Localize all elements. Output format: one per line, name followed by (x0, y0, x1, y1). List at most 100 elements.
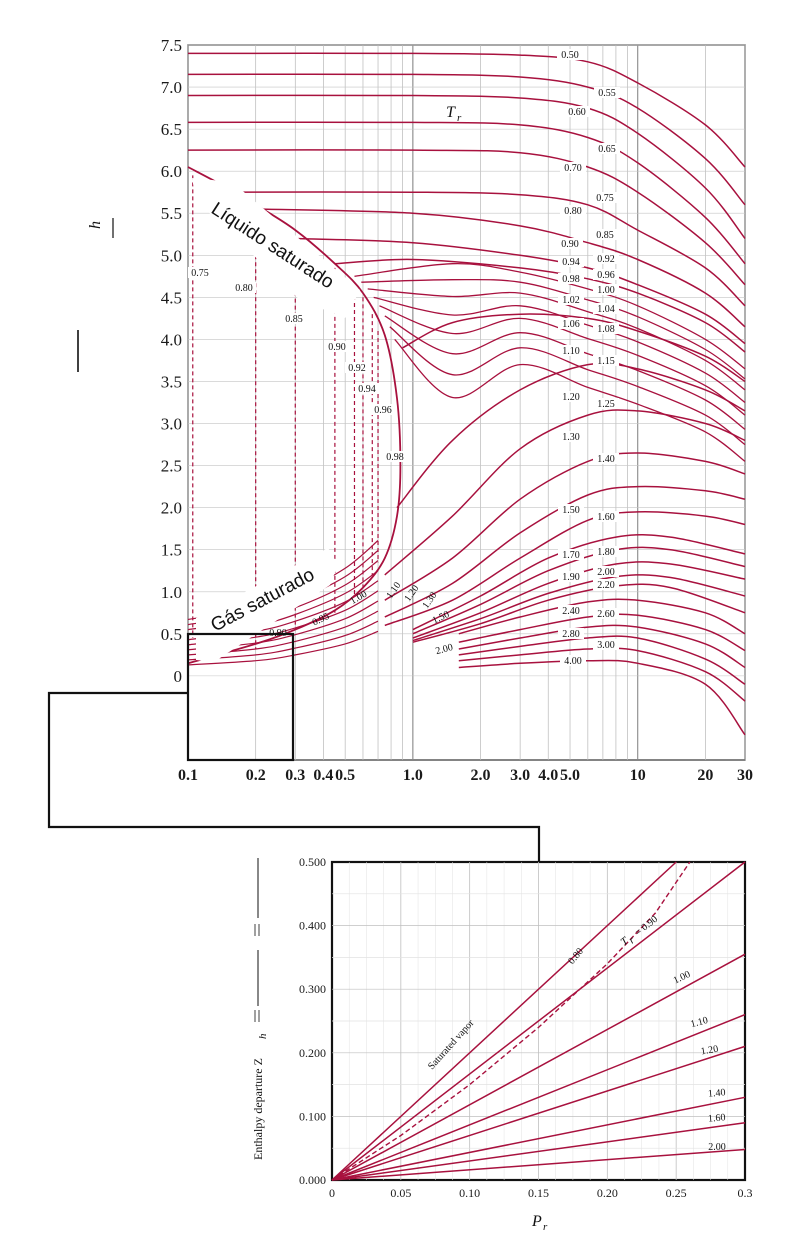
y-tick-label: 0.5 (161, 625, 182, 644)
annotation-bg (192, 178, 360, 318)
label-bg (282, 313, 306, 324)
inset-y-tick-label: 0.000 (299, 1173, 326, 1187)
isotherm-dense (373, 296, 746, 404)
isotherm-label-1.10: 1.10 (562, 346, 580, 357)
label-bg (593, 398, 619, 409)
isotherm-label-0.70: 0.70 (564, 163, 582, 174)
isotherm-label-1.02: 1.02 (562, 295, 580, 306)
inset-isotherm-2.00 (331, 1148, 746, 1181)
isotherm-label-1.70: 1.70 (562, 550, 580, 561)
inset-y-ticks: 0.000 0.100 0.200 0.300 0.400 0.500 (299, 855, 326, 1187)
y-tick-label: 1.0 (161, 583, 182, 602)
dome-label-0.92: 0.92 (348, 363, 366, 374)
isotherm-0.75 (213, 191, 746, 307)
y-tick-label: 4.0 (161, 330, 182, 349)
zoom-box (186, 632, 295, 762)
label-bg (594, 143, 620, 154)
inset-x-tick-label: 0 (329, 1186, 335, 1200)
isotherm-1.10 (396, 362, 746, 509)
inset-isotherm-0.90 (331, 861, 746, 1181)
inset-x-tick-label: 0.25 (666, 1186, 687, 1200)
dome-label-0.96: 0.96 (374, 405, 392, 416)
isotherm-0.60 (187, 94, 746, 239)
zoom-connector (47, 691, 541, 862)
y-tick-label: 0 (174, 667, 183, 686)
isotherm-label-1.25: 1.25 (597, 399, 615, 410)
label-bg (345, 362, 369, 373)
x-tick-label: 0.4 (313, 767, 333, 784)
main-chart: 7.5 7.0 6.5 6.0 5.5 5.0 4.5 4.0 3.5 3.0 2.5 2.0 1.5 1… (77, 36, 753, 784)
label-bg (560, 655, 586, 666)
x-tick-label: 5.0 (560, 767, 580, 784)
label-bg (325, 341, 349, 352)
label-bg (560, 205, 586, 216)
inset-xlabel-sub: r (543, 1221, 548, 1233)
isotherm-dense (379, 305, 746, 416)
isotherm-label-0.96: 0.96 (597, 270, 615, 281)
isotherm-1.40 (384, 485, 746, 618)
isotherm-label-0.80: 0.80 (564, 206, 582, 217)
label-bg (592, 192, 618, 203)
inset-chart: 0 0.05 0.10 0.15 0.20 0.25 0.30.0000.1000.2000… (251, 855, 753, 1233)
label-bg (558, 391, 584, 402)
label-bg (232, 282, 256, 293)
label-bg (558, 273, 584, 284)
isotherm-label-1.20: 1.20 (562, 392, 580, 403)
label-bg (558, 318, 584, 329)
label-bg (557, 238, 583, 249)
dome-label-0.90: 0.90 (328, 342, 346, 353)
x-tick-label: 3.0 (510, 767, 530, 784)
isotherm-1.00 (402, 313, 746, 383)
isotherm-label-1.90: 1.90 (562, 572, 580, 583)
isotherm-dense (367, 288, 746, 391)
inset-label-2.00: 2.00 (708, 1142, 726, 1153)
isotherm-label-1.80: 1.80 (597, 547, 615, 558)
inset-x-tick-label: 0.3 (738, 1186, 753, 1200)
isotherm-0.70 (187, 149, 746, 286)
isotherm-label-1.40: 1.40 (597, 454, 615, 465)
isotherm-2.00 (412, 583, 746, 643)
label-bg (593, 511, 619, 522)
label-bg (558, 431, 584, 442)
inset-label-1.60: 1.60 (708, 1112, 726, 1124)
isotherm-dense (354, 263, 746, 370)
isotherm-0.65 (187, 121, 746, 265)
label-bg (558, 605, 584, 616)
inset-isotherm-0.80 (331, 861, 677, 1181)
label-bg (558, 628, 584, 639)
isotherm-1.20 (384, 409, 746, 576)
label-bg (593, 303, 619, 314)
x-tick-label: 20 (697, 767, 713, 784)
inset-ylabel-sub: h (257, 1033, 269, 1039)
vapor-label-2.00: 2.00 (434, 642, 454, 657)
isotherm-dense (389, 326, 746, 446)
inset-x-ticks: 0 0.05 0.10 0.15 0.20 0.25 0.3 (329, 1186, 753, 1200)
main-x-ticks: 0.1 0.2 0.3 0.4 0.5 1.0 2.0 3.0 4.0 5.0 10 20 30 (178, 767, 753, 784)
label-bg (188, 267, 212, 278)
isotherm-label-2.60: 2.60 (597, 609, 615, 620)
inset-isotherm-1.10 (331, 1013, 746, 1181)
isotherm-2.20 (458, 598, 746, 635)
label-bg (560, 162, 586, 173)
dome-label-0.75: 0.75 (191, 268, 209, 279)
inset-x-tick-label: 0.20 (597, 1186, 618, 1200)
label-bg (593, 323, 619, 334)
isotherm-label-0.65: 0.65 (598, 144, 616, 155)
y-tick-label: 2.0 (161, 499, 182, 518)
isotherm-label-4.00: 4.00 (564, 656, 582, 667)
inset-xlabel: P (531, 1213, 542, 1230)
label-bg (593, 355, 619, 366)
isotherm-dense (361, 278, 746, 380)
inset-isotherm-1.20 (331, 1045, 746, 1181)
label-bg (594, 87, 620, 98)
isotherm-label-1.08: 1.08 (597, 324, 615, 335)
label-bg (558, 294, 584, 305)
x-tick-label: 30 (737, 767, 753, 784)
y-tick-label: 4.5 (161, 288, 182, 307)
inset-isotherm-1.40 (331, 1096, 746, 1181)
label-bg (593, 269, 619, 280)
